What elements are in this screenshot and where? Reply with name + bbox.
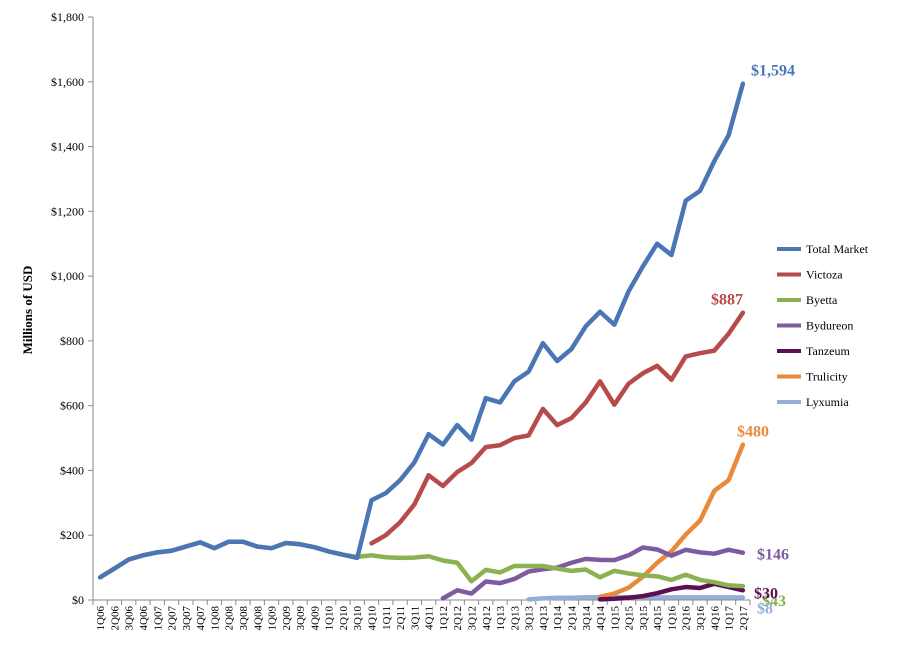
legend-item: Total Market: [777, 242, 869, 256]
legend-label: Trulicity: [806, 370, 848, 384]
legend-label: Victoza: [806, 268, 843, 282]
x-tick-label: 3Q14: [581, 606, 593, 631]
y-tick-label: $1,000: [51, 269, 84, 283]
series-lines: [97, 81, 746, 602]
x-tick-label: 4Q11: [424, 606, 436, 630]
legend-label: Byetta: [806, 293, 838, 307]
x-tick-label: 3Q11: [409, 606, 421, 630]
x-tick-label: 2Q15: [624, 606, 636, 631]
end-labels: $1,594 $887 $43 $146 $30 $480 $8: [711, 63, 795, 618]
y-axis-title: Millions of USD: [20, 266, 35, 355]
x-tick-label: 1Q06: [95, 606, 107, 631]
x-tick-label: 1Q15: [609, 606, 621, 631]
end-value-label-tanzeum: $30: [754, 585, 778, 602]
y-tick-label: $1,600: [51, 75, 84, 89]
y-tick-label: $800: [60, 334, 84, 348]
y-axis: $0 $200 $400 $600 $800 $1,000 $1,200 $1,400 $1,6…: [51, 10, 94, 607]
y-tick-label: $600: [60, 399, 84, 413]
x-tick-label: 3Q06: [124, 606, 136, 631]
legend-item: Bydureon: [777, 319, 853, 333]
x-tick-label: 2Q12: [452, 606, 464, 630]
x-tick-label: 4Q15: [652, 606, 664, 631]
x-tick-label: 2Q11: [395, 606, 407, 630]
x-tick-label: 3Q15: [638, 606, 650, 631]
x-tick-label: 4Q16: [709, 606, 721, 631]
end-value-label-bydureon: $146: [757, 547, 789, 564]
x-tick-label: 3Q09: [295, 606, 307, 631]
x-tick-label: 1Q14: [552, 606, 564, 631]
x-tick-label: 4Q09: [309, 606, 321, 631]
x-tick-label: 4Q07: [195, 606, 207, 631]
end-value-label-byetta: $43: [762, 593, 786, 610]
x-tick-label: 3Q16: [695, 606, 707, 631]
end-value-label-trulicity: $480: [737, 424, 769, 441]
legend-label: Bydureon: [806, 319, 853, 333]
x-tick-label: 1Q09: [267, 606, 279, 631]
end-value-label-total-market: $1,594: [751, 63, 795, 80]
y-tick-label: $1,200: [51, 204, 84, 218]
x-tick-label: 1Q10: [324, 606, 336, 631]
end-value-label-lyxumia: $8: [757, 600, 773, 617]
y-tick-label: $1,400: [51, 140, 84, 154]
y-tick-label: $400: [60, 463, 84, 477]
x-tick-label: 4Q13: [538, 606, 550, 631]
x-tick-label: 1Q11: [381, 606, 393, 630]
x-tick-label: 2Q14: [566, 606, 578, 631]
legend-item: Tanzeum: [777, 344, 850, 358]
y-tick-label: $0: [72, 593, 84, 607]
x-tick-label: 4Q14: [595, 606, 607, 631]
legend-label: Total Market: [806, 242, 869, 256]
x-tick-label: 1Q16: [666, 606, 678, 631]
x-tick-label: 4Q06: [138, 606, 150, 631]
x-tick-label: 2Q10: [338, 606, 350, 631]
x-tick-label: 3Q08: [238, 606, 250, 631]
series-line-total-market: [97, 81, 746, 580]
y-tick-label: $200: [60, 528, 84, 542]
x-tick-label: 1Q08: [209, 606, 221, 631]
x-tick-label: 2Q06: [109, 606, 121, 631]
legend: Total Market Victoza Byetta Bydureon Tanzeum…: [777, 242, 869, 409]
y-tick-label: $1,800: [51, 10, 84, 24]
x-tick-label: 1Q12: [438, 606, 450, 630]
legend-item: Lyxumia: [777, 395, 849, 409]
x-tick-label: 2Q09: [281, 606, 293, 631]
x-axis: 1Q06 2Q06 3Q06 4Q06 1Q07 2Q07 3Q07 4Q07 1Q08 2Q08…: [92, 599, 751, 631]
x-tick-label: 4Q08: [252, 606, 264, 631]
x-tick-label: 3Q13: [524, 606, 536, 631]
series-line-bydureon: [440, 545, 746, 601]
series-line-trulicity: [597, 442, 746, 600]
series-line-victoza: [369, 310, 746, 546]
legend-item: Victoza: [777, 268, 843, 282]
x-tick-label: 2Q07: [167, 606, 179, 631]
x-tick-label: 2Q17: [738, 606, 750, 631]
end-value-label-victoza: $887: [711, 292, 743, 309]
x-tick-label: 1Q07: [152, 606, 164, 631]
x-tick-label: 2Q08: [224, 606, 236, 631]
x-tick-label: 2Q16: [681, 606, 693, 631]
x-tick-label: 1Q17: [724, 606, 736, 631]
x-tick-label: 3Q07: [181, 606, 193, 631]
x-tick-label: 1Q13: [495, 606, 507, 631]
x-tick-label: 4Q12: [481, 606, 493, 630]
x-tick-label: 3Q10: [352, 606, 364, 631]
x-tick-label: 4Q10: [367, 606, 379, 631]
legend-item: Trulicity: [777, 370, 848, 384]
legend-item: Byetta: [777, 293, 838, 307]
legend-label: Lyxumia: [806, 395, 849, 409]
legend-label: Tanzeum: [806, 344, 850, 358]
x-tick-label: 3Q12: [466, 606, 478, 630]
x-tick-label: 2Q13: [509, 606, 521, 631]
